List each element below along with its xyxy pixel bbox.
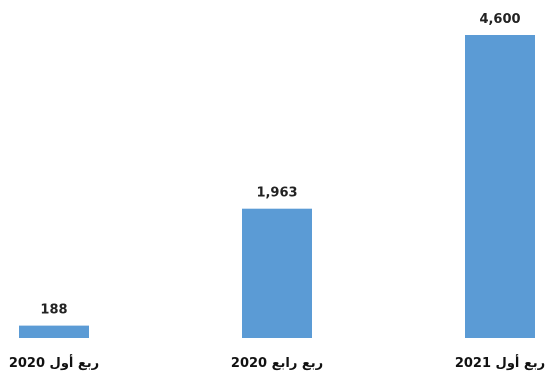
bar-3 (465, 35, 535, 338)
data-label-3: 4,600 (479, 12, 520, 27)
data-label-1: 188 (40, 303, 67, 318)
bar-1 (19, 325, 89, 338)
bar-2 (242, 208, 312, 338)
x-tick-label-3: ربع أول 2021 (455, 354, 545, 371)
data-label-2: 1,963 (256, 186, 297, 201)
x-tick-label-2: ربع رابع 2020 (231, 356, 323, 371)
x-tick-label-1: ربع أول 2020 (9, 354, 99, 371)
